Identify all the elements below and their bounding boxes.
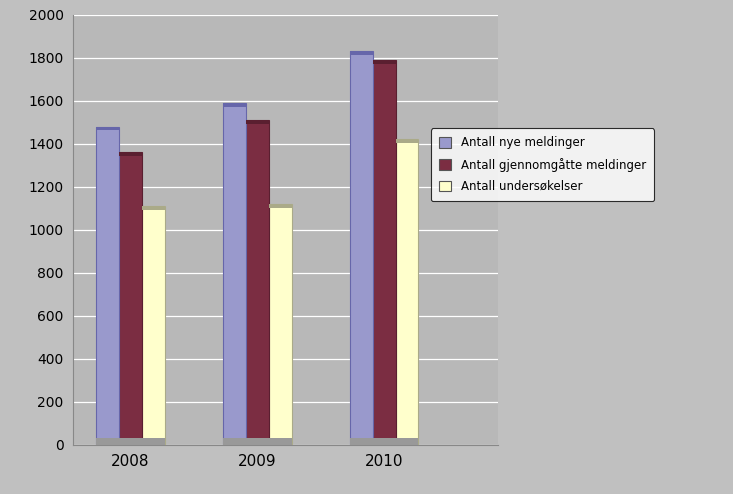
Bar (96, 126, 119, 130)
Bar (269, 438, 292, 445)
Bar (373, 60, 396, 445)
Bar (373, 60, 396, 64)
Bar (141, 438, 165, 445)
Bar (396, 438, 419, 445)
Bar (350, 51, 373, 55)
Bar (269, 204, 292, 445)
Bar (246, 120, 269, 124)
Bar (141, 206, 165, 210)
Bar (96, 438, 119, 445)
Bar (119, 152, 141, 445)
Bar (373, 438, 396, 445)
Bar (269, 204, 292, 208)
Bar (141, 206, 165, 445)
Bar (223, 103, 246, 107)
Bar (246, 120, 269, 445)
Bar (223, 103, 246, 445)
Bar (96, 126, 119, 445)
Bar (350, 51, 373, 445)
Bar (223, 438, 246, 445)
Bar (119, 438, 141, 445)
Bar (350, 438, 373, 445)
Bar (396, 139, 419, 445)
Legend: Antall nye meldinger, Antall gjennomgåtte meldinger, Antall undersøkelser: Antall nye meldinger, Antall gjennomgått… (431, 128, 654, 201)
Bar (119, 152, 141, 156)
Bar (246, 438, 269, 445)
Bar (396, 139, 419, 143)
